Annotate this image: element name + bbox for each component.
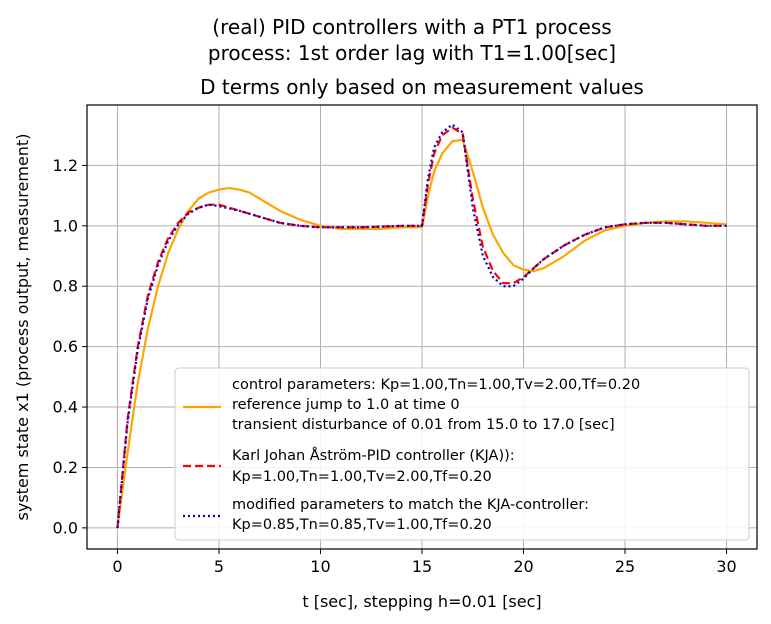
- series-group: [116, 123, 727, 529]
- y-tick-label-5: 1.0: [53, 216, 78, 235]
- chart-title-line-1: (real) PID controllers with a PT1 proces…: [212, 15, 611, 39]
- y-tick-label-4: 0.8: [53, 277, 78, 296]
- y-tick-label-6: 1.2: [53, 156, 78, 175]
- x-tick-label-4: 20: [513, 557, 533, 576]
- legend-text-reference-line-2: reference jump to 1.0 at time 0: [232, 397, 460, 413]
- x-tick-label-6: 30: [716, 557, 736, 576]
- legend-text-reference-line-3: transient disturbance of 0.01 from 15.0 …: [232, 417, 615, 433]
- legend-text-kja-line-2: Kp=1.00,Tn=1.00,Tv=2.00,Tf=0.20: [232, 469, 492, 485]
- y-tick-label-0: 0.0: [53, 518, 78, 537]
- series-reference-line: [116, 138, 727, 529]
- series-kja-line: [116, 126, 727, 528]
- y-tick-label-1: 0.2: [53, 458, 78, 477]
- legend-text-reference-line-1: control parameters: Kp=1.00,Tn=1.00,Tv=2…: [232, 377, 640, 393]
- chart-subtitle: D terms only based on measurement values: [200, 75, 644, 99]
- x-tick-label-1: 5: [214, 557, 224, 576]
- x-tick-label-2: 10: [310, 557, 330, 576]
- y-axis-label: system state x1 (process output, measure…: [13, 134, 32, 521]
- x-axis-label: t [sec], stepping h=0.01 [sec]: [302, 592, 541, 611]
- legend-text-kja-line-1: Karl Johan Åström-PID controller (KJA)):: [232, 447, 515, 464]
- x-axis-ticks: 0 5 10 15 20 25 30: [112, 549, 737, 576]
- legend-text-modified-line-2: Kp=0.85,Tn=0.85,Tv=1.00,Tf=0.20: [232, 517, 492, 533]
- x-tick-label-3: 15: [412, 557, 432, 576]
- legend-text-modified-line-1: modified parameters to match the KJA-con…: [232, 497, 589, 513]
- y-axis-ticks: 0.0 0.2 0.4 0.6 0.8 1.0 1.2: [53, 156, 87, 537]
- x-tick-label-0: 0: [112, 557, 122, 576]
- y-tick-label-3: 0.6: [53, 337, 78, 356]
- y-tick-label-2: 0.4: [53, 398, 78, 417]
- x-tick-label-5: 25: [615, 557, 635, 576]
- legend-box: [174, 367, 750, 541]
- legend: control parameters: Kp=1.00,Tn=1.00,Tv=2…: [174, 367, 750, 541]
- series-modified-line: [116, 123, 727, 528]
- chart-title-line-2: process: 1st order lag with T1=1.00[sec]: [208, 41, 616, 65]
